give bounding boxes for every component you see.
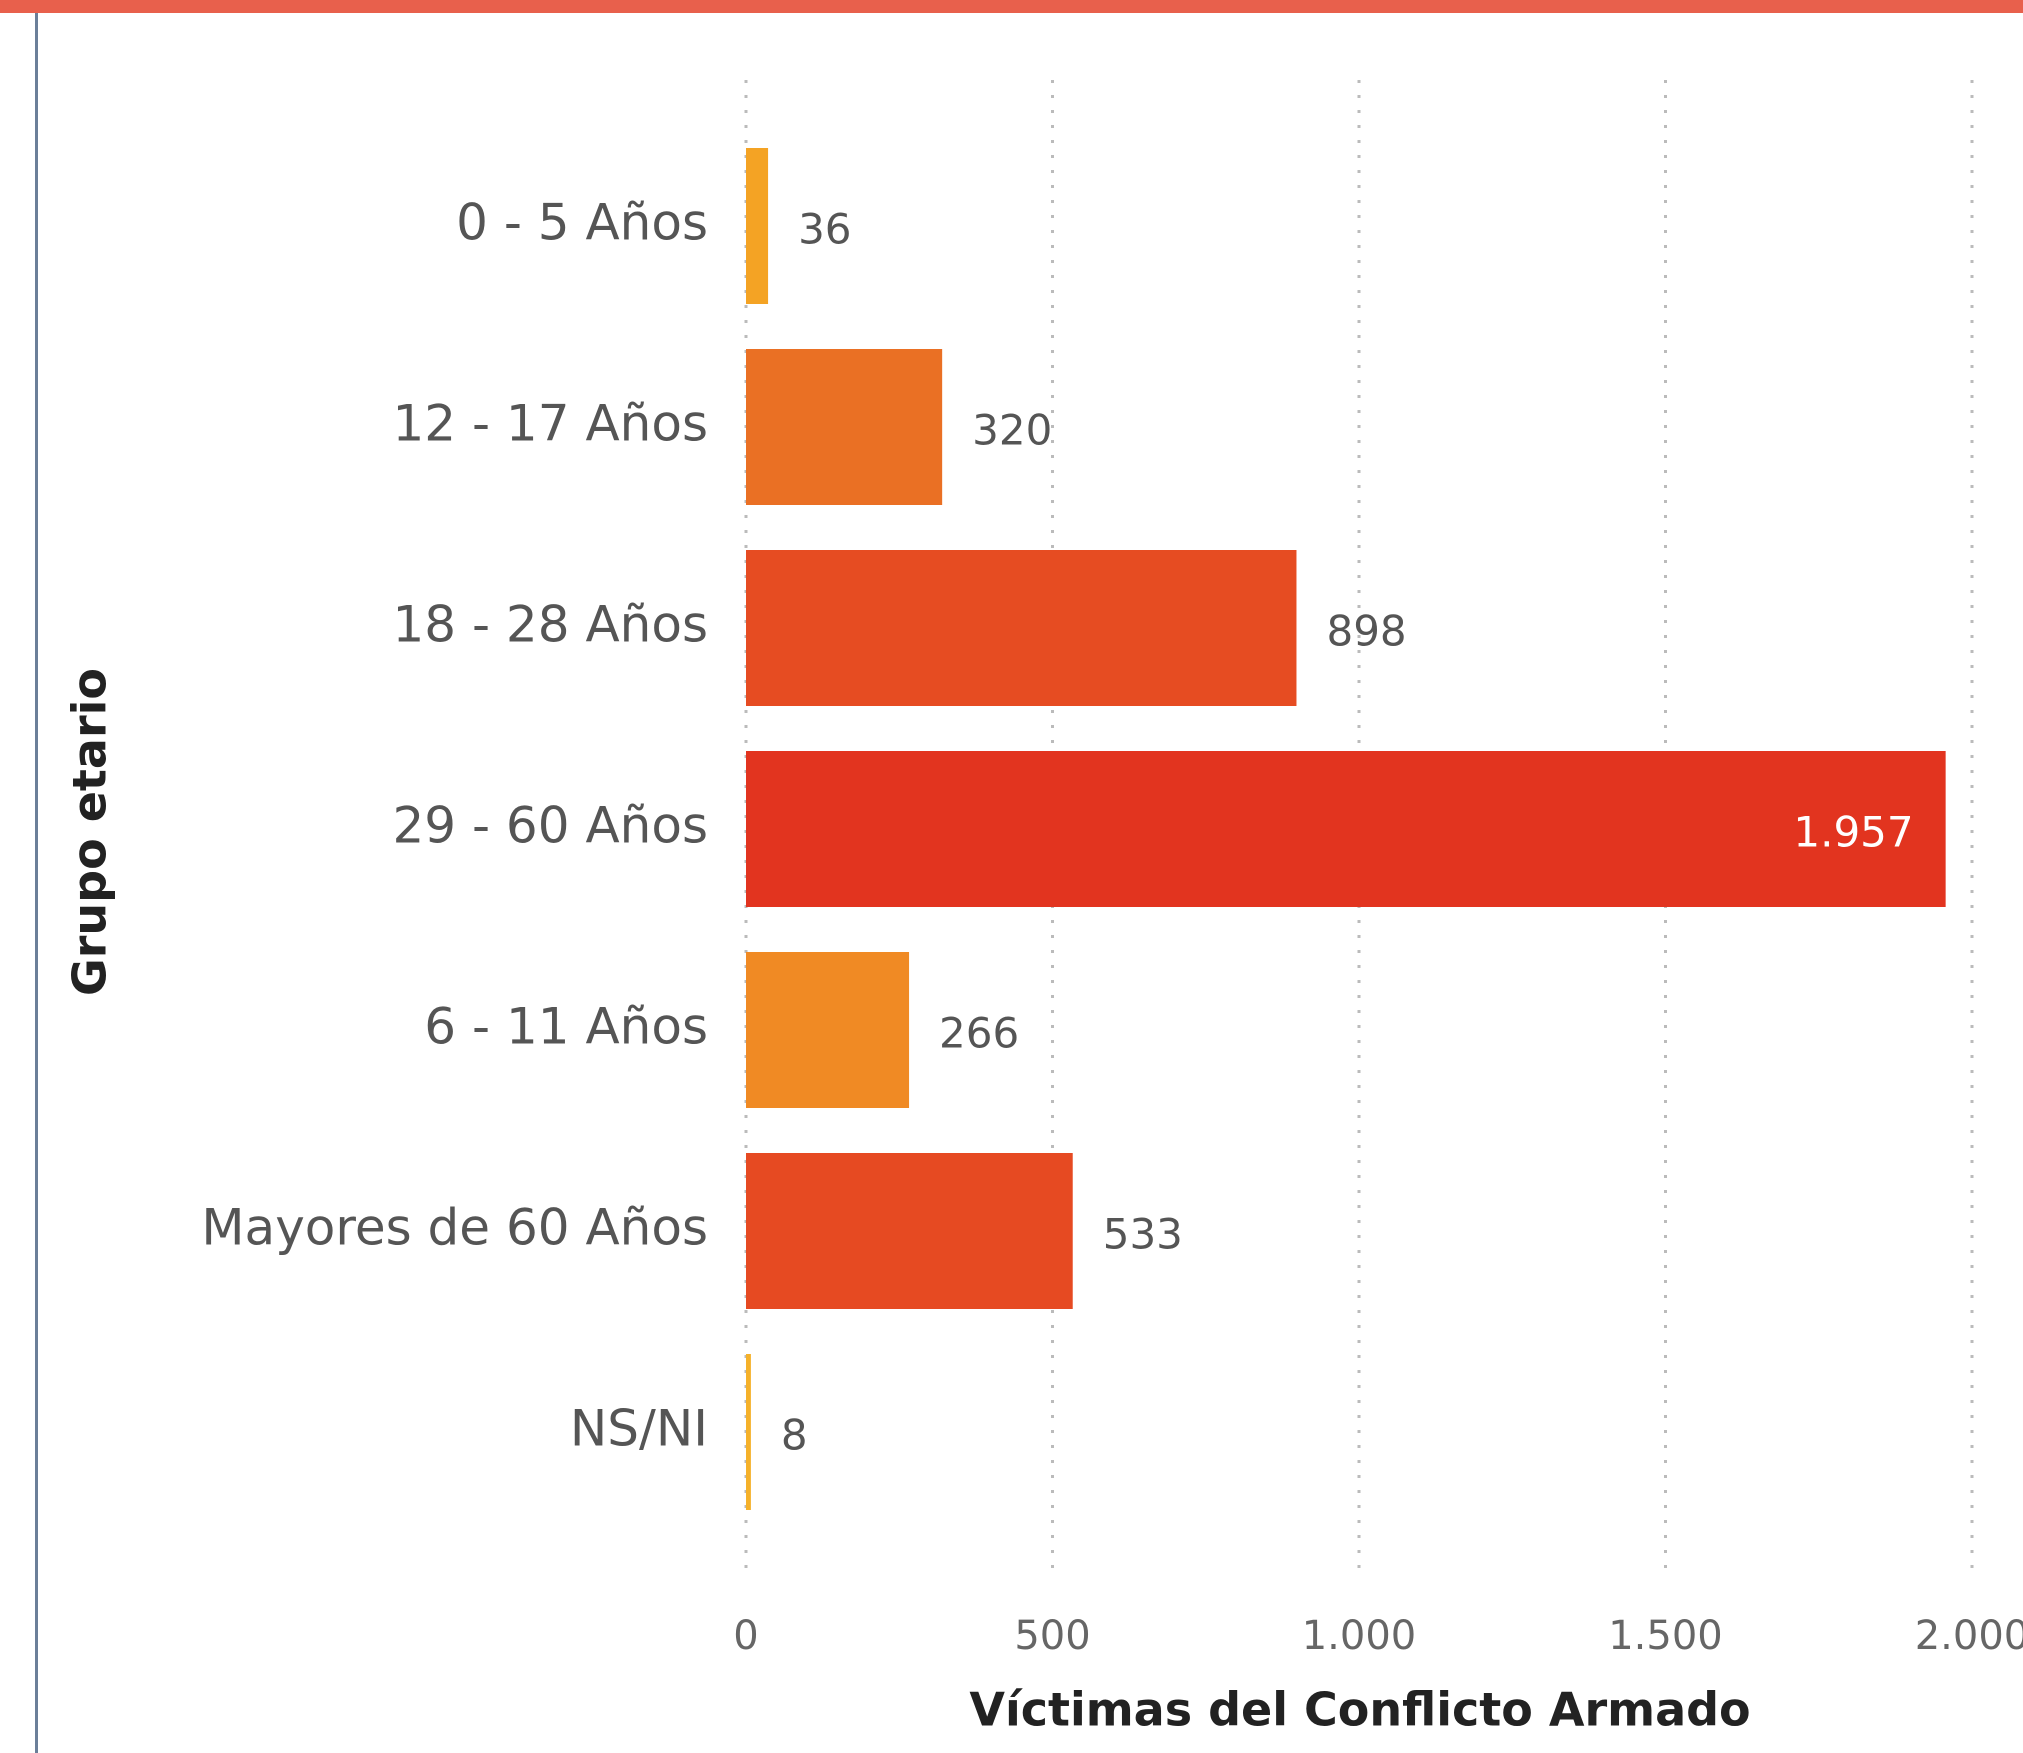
top-border bbox=[0, 0, 2023, 13]
bar bbox=[746, 349, 943, 505]
data-label: 533 bbox=[1103, 1210, 1183, 1259]
y-tick-label: 29 - 60 Años bbox=[392, 797, 708, 855]
data-label: 266 bbox=[939, 1009, 1019, 1058]
y-tick-label: NS/NI bbox=[570, 1400, 708, 1458]
data-label: 36 bbox=[798, 205, 851, 254]
data-label: 320 bbox=[972, 406, 1052, 455]
bar bbox=[746, 550, 1297, 706]
y-tick-label: 6 - 11 Años bbox=[424, 998, 708, 1056]
data-label: 8 bbox=[781, 1411, 808, 1460]
x-tick-label: 2.000 bbox=[1915, 1613, 2023, 1659]
y-tick-label: 18 - 28 Años bbox=[392, 596, 708, 654]
bar bbox=[746, 1354, 751, 1510]
bar bbox=[746, 751, 1946, 907]
bar bbox=[746, 952, 910, 1108]
x-tick-label: 1.000 bbox=[1302, 1613, 1417, 1659]
x-tick-label: 0 bbox=[733, 1613, 758, 1659]
left-border bbox=[35, 13, 38, 1753]
x-tick-label: 500 bbox=[1014, 1613, 1090, 1659]
y-tick-label: 12 - 17 Años bbox=[392, 395, 708, 453]
bar bbox=[746, 148, 769, 304]
y-tick-label: 0 - 5 Años bbox=[456, 194, 708, 252]
y-axis-title: Grupo etario bbox=[63, 668, 117, 996]
x-tick-label: 1.500 bbox=[1608, 1613, 1723, 1659]
x-axis-title: Víctimas del Conflicto Armado bbox=[969, 1683, 1750, 1737]
data-label: 898 bbox=[1326, 607, 1406, 656]
data-label: 1.957 bbox=[1793, 808, 1913, 857]
y-tick-label: Mayores de 60 Años bbox=[201, 1199, 708, 1257]
bar bbox=[746, 1153, 1073, 1309]
